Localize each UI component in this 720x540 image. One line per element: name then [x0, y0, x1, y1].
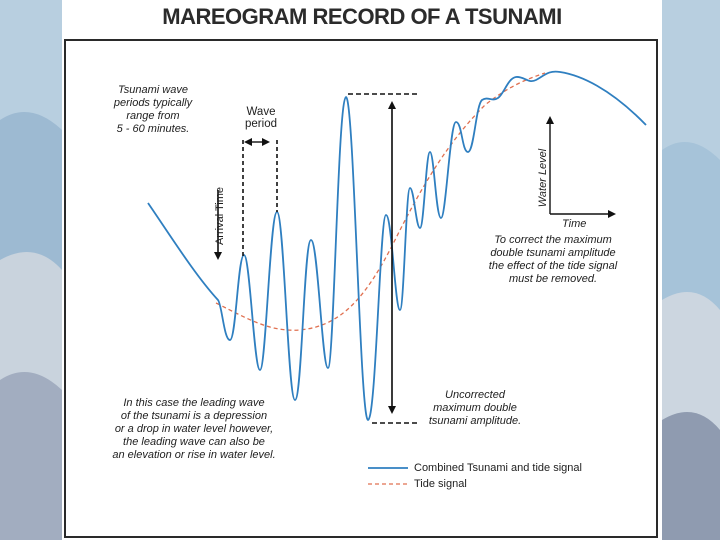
uncorrected-amplitude-note: Uncorrected maximum double tsunami ampli…	[428, 389, 522, 427]
legend-combined-label: Combined Tsunami and tide signal	[414, 462, 582, 474]
inset-x-label: Time	[562, 218, 587, 230]
inset-y-label: Water Level	[537, 148, 549, 208]
wave-period-label: Wave period	[245, 106, 277, 130]
combined-signal-line	[147, 70, 647, 421]
legend-tide-label: Tide signal	[414, 478, 467, 490]
arrival-time-label: Arrival Time	[214, 186, 226, 246]
tide-signal-line	[215, 72, 546, 331]
correction-note: To correct the maximum double tsunami am…	[488, 234, 618, 285]
wave-periods-note: Tsunami wave periods typically range fro…	[113, 84, 193, 135]
leading-wave-note: In this case the leading wave of the tsu…	[112, 397, 276, 461]
page-title: MAREOGRAM RECORD OF A TSUNAMI	[162, 4, 562, 29]
diagram-panel	[64, 39, 658, 538]
